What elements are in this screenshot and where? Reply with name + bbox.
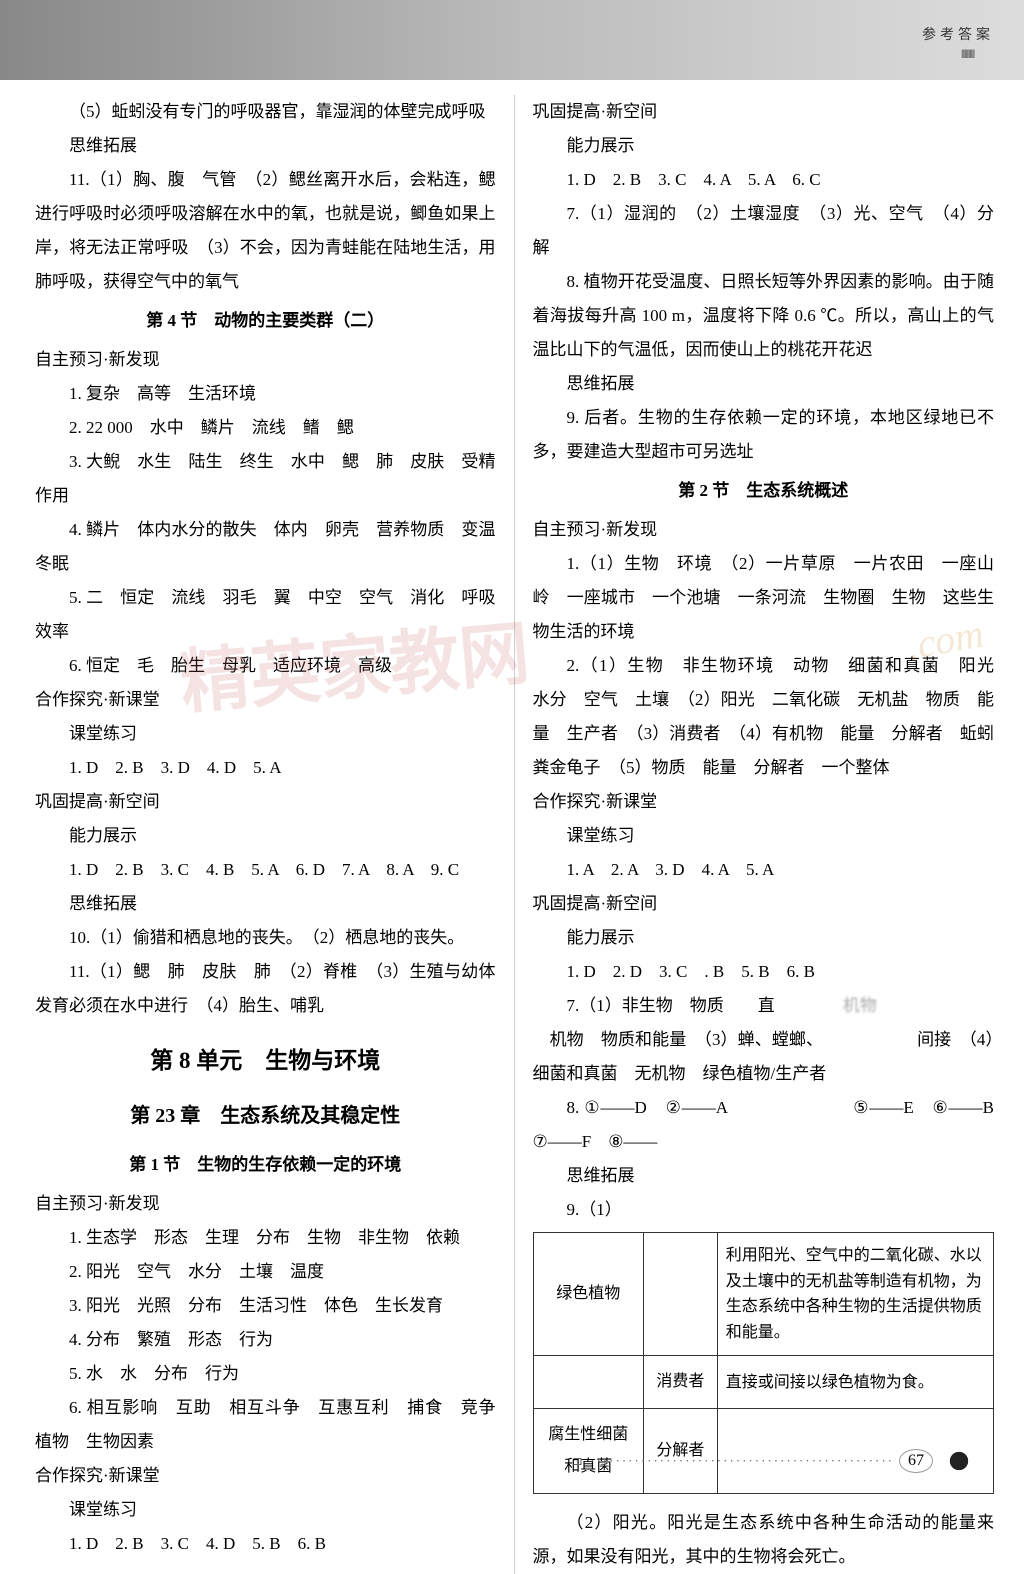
text: 能力展示: [35, 819, 496, 853]
subsection-label: 巩固提高·新空间: [533, 887, 995, 921]
text: 4. 鳞片 体内水分的散失 体内 卵壳 营养物质 变温 冬眠: [35, 513, 496, 581]
text: 能力展示: [533, 129, 995, 163]
page-header: 参考答案 ||||||||||||||||: [0, 0, 1024, 80]
text: 1. D 2. D 3. C . B 5. B 6. B: [533, 955, 995, 989]
subsection-label: 合作探究·新课堂: [35, 683, 496, 717]
subsection-label: 自主预习·新发现: [533, 513, 995, 547]
text: 9. 后者。生物的生存依赖一定的环境，本地区绿地已不多，要建造大型超市可另选址: [533, 401, 995, 469]
text: 思维拓展: [35, 129, 496, 163]
left-column: （5）蚯蚓没有专门的呼吸器官，靠湿润的体壁完成呼吸 思维拓展 11.（1）胸、腹…: [35, 95, 515, 1574]
table-cell: 消费者: [644, 1356, 718, 1409]
text: 思维拓展: [533, 367, 995, 401]
subsection-label: 自主预习·新发现: [35, 1187, 496, 1221]
header-label: 参考答案: [922, 22, 994, 50]
text: 11.（1）鳃 肺 皮肤 肺 （2）脊椎 （3）生殖与幼体发育必须在水中进行 （…: [35, 955, 496, 1023]
text: 课堂练习: [533, 819, 995, 853]
text: 5. 二 恒定 流线 羽毛 翼 中空 空气 消化 呼吸效率: [35, 581, 496, 649]
flower-icon: [939, 1441, 979, 1481]
text: 1. 生态学 形态 生理 分布 生物 非生物 依赖: [35, 1221, 496, 1255]
right-column: 巩固提高·新空间 能力展示 1. D 2. B 3. C 4. A 5. A 6…: [515, 95, 995, 1574]
text: 3. 大鲵 水生 陆生 终生 水中 鳃 肺 皮肤 受精作用: [35, 445, 496, 513]
text: 1. D 2. B 3. C 4. D 5. B 6. B: [35, 1527, 496, 1561]
text: 2. 阳光 空气 水分 土壤 温度: [35, 1255, 496, 1289]
table-cell: [644, 1233, 718, 1356]
subsection-label: 合作探究·新课堂: [35, 1459, 496, 1493]
text: 2.（1）生物 非生物环境 动物 细菌和真菌 阳光 水分 空气 土壤 （2）阳光…: [533, 649, 995, 785]
unit-title: 第 8 单元 生物与环境: [35, 1038, 496, 1084]
text: 7.（1）非生物 物质 直 机物: [533, 989, 995, 1023]
text: 2. 22 000 水中 鳞片 流线 鳍 鳃: [35, 411, 496, 445]
text: 思维拓展: [533, 1159, 995, 1193]
text: 5. 水 水 分布 行为: [35, 1357, 496, 1391]
header-decoration: ||||||||||||||||: [961, 44, 974, 62]
section-title: 第 1 节 生物的生存依赖一定的环境: [35, 1148, 496, 1182]
text: 8. 植物开花受温度、日照长短等外界因素的影响。由于随着海拔每升高 100 m，…: [533, 265, 995, 367]
text: 8. ①——D ②——A ⑤——E ⑥——B ⑦——F ⑧——: [533, 1091, 995, 1159]
text: 11.（1）胸、腹 气管 （2）鳃丝离开水后，会粘连，鳃进行呼吸时必须呼吸溶解在…: [35, 163, 496, 299]
subsection-label: 合作探究·新课堂: [533, 785, 995, 819]
text: 1. D 2. B 3. C 4. B 5. A 6. D 7. A 8. A …: [35, 853, 496, 887]
table-cell: 绿色植物: [533, 1233, 644, 1356]
text: 课堂练习: [35, 1493, 496, 1527]
table-cell: [533, 1356, 644, 1409]
section-title: 第 2 节 生态系统概述: [533, 474, 995, 508]
text: （2）阳光。阳光是生态系统中各种生命活动的能量来源，如果没有阳光，其中的生物将会…: [533, 1506, 995, 1574]
chapter-title: 第 23 章 生态系统及其稳定性: [35, 1096, 496, 1136]
text: 4. 分布 繁殖 形态 行为: [35, 1323, 496, 1357]
table-cell: 直接或间接以绿色植物为食。: [717, 1356, 993, 1409]
subsection-label: 巩固提高·新空间: [533, 95, 995, 129]
text: 1. D 2. B 3. C 4. A 5. A 6. C: [533, 163, 995, 197]
text: 课堂练习: [35, 717, 496, 751]
text: 能力展示: [533, 921, 995, 955]
table-row: 绿色植物 利用阳光、空气中的二氧化碳、水以及土壤中的无机盐等制造有机物，为生态系…: [533, 1233, 994, 1356]
table-cell: 利用阳光、空气中的二氧化碳、水以及土壤中的无机盐等制造有机物，为生态系统中各种生…: [717, 1233, 993, 1356]
subsection-label: 巩固提高·新空间: [35, 785, 496, 819]
text: 1.（1）生物 环境 （2）一片草原 一片农田 一座山岭 一座城市 一个池塘 一…: [533, 547, 995, 649]
text: 6. 相互影响 互助 相互斗争 互惠互利 捕食 竞争 植物 生物因素: [35, 1391, 496, 1459]
table-row: 消费者 直接或间接以绿色植物为食。: [533, 1356, 994, 1409]
text: 9.（1）: [533, 1193, 995, 1227]
footer-dots: ⊐ ······································…: [572, 1448, 894, 1474]
text: 1. D 2. B 3. D 4. D 5. A: [35, 751, 496, 785]
subsection-label: 自主预习·新发现: [35, 343, 496, 377]
text: 10.（1）偷猎和栖息地的丧失。 （2）栖息地的丧失。: [35, 921, 496, 955]
main-content: （5）蚯蚓没有专门的呼吸器官，靠湿润的体壁完成呼吸 思维拓展 11.（1）胸、腹…: [0, 80, 1024, 1574]
text: 6. 恒定 毛 胎生 母乳 适应环境 高级: [35, 649, 496, 683]
text: 3. 阳光 光照 分布 生活习性 体色 生长发育: [35, 1289, 496, 1323]
page-number: 67: [899, 1449, 933, 1473]
text: 7.（1）湿润的 （2）土壤湿度 （3）光、空气 （4）分解: [533, 197, 995, 265]
section-title: 第 4 节 动物的主要类群（二）: [35, 304, 496, 338]
text: 1. A 2. A 3. D 4. A 5. A: [533, 853, 995, 887]
page-footer: ⊐ ······································…: [572, 1441, 979, 1481]
blurred-text: 机物: [775, 996, 877, 1015]
text: 机物 物质和能量 （3）蝉、螳螂、 间接 （4）细菌和真菌 无机物 绿色植物/生…: [533, 1023, 995, 1091]
text: （5）蚯蚓没有专门的呼吸器官，靠湿润的体壁完成呼吸: [35, 95, 496, 129]
text: 思维拓展: [35, 887, 496, 921]
text: 1. 复杂 高等 生活环境: [35, 377, 496, 411]
